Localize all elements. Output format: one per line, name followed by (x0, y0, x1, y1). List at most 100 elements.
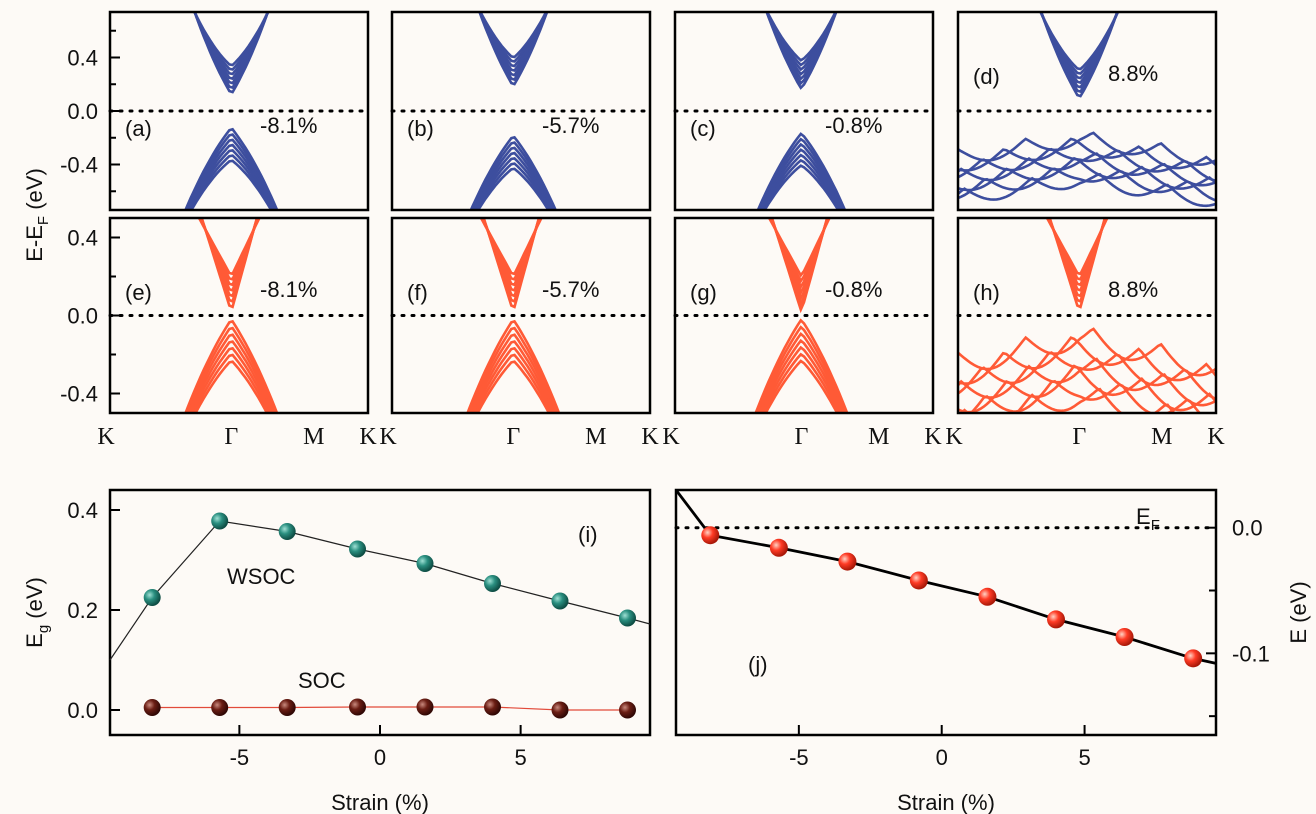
conduction-band (1039, 12, 1120, 71)
panel-strain-label: 8.8% (1108, 277, 1158, 302)
panel-strain-label: -5.7% (542, 113, 599, 138)
band-panel-g: (g) -0.8% K Γ M K (662, 216, 942, 450)
conduction-band (193, 12, 270, 94)
data-point (838, 552, 857, 571)
conduction-band (198, 218, 260, 287)
conduction-band (480, 218, 543, 281)
x-tick-label: 5 (1078, 745, 1090, 770)
x-tick-label: 5 (515, 745, 527, 770)
data-point (909, 571, 928, 590)
valence-band (194, 360, 269, 413)
conduction-band (479, 218, 543, 276)
series-line (674, 489, 1217, 665)
conduction-band (765, 12, 838, 81)
band-lines (469, 12, 557, 210)
valence-band (469, 135, 557, 210)
band-lines (466, 218, 561, 413)
conduction-band (1046, 218, 1109, 281)
band-panel-f: (f) -5.7% K Γ M K (379, 216, 659, 450)
valence-band (958, 152, 1216, 187)
y-tick-label: 0.2 (67, 598, 98, 623)
valence-band (758, 142, 845, 210)
y-tick-label: 0.0 (1232, 516, 1263, 541)
conduction-band (481, 218, 542, 292)
panel-tag: (d) (973, 64, 1000, 89)
data-point (1047, 610, 1065, 629)
conduction-band (1039, 12, 1119, 98)
valence-band (759, 148, 844, 210)
panel-tag: (g) (690, 280, 717, 305)
conduction-band (768, 218, 831, 284)
panel-strain-label: -0.8% (825, 113, 882, 138)
valence-band (760, 345, 843, 413)
valence-band (762, 352, 841, 413)
conduction-band (1048, 218, 1107, 304)
k-point-label: K (924, 424, 942, 450)
valence-band (761, 158, 842, 210)
valence-band (468, 333, 558, 413)
valence-band (186, 143, 276, 210)
plot-frame (108, 488, 652, 737)
chart-i-band-gap: 0.0 0.2 0.4 -5 0 5 Strain (%) Eg (eV) (i) WSOC SOC (22, 488, 652, 814)
conduction-band (770, 218, 829, 314)
valence-band (471, 146, 556, 210)
conduction-band (1039, 12, 1119, 94)
valence-band (467, 326, 560, 413)
conduction-band (198, 218, 261, 281)
conduction-band (765, 12, 838, 86)
conduction-band (478, 12, 548, 68)
valence-band (184, 127, 279, 210)
point-wsoc (143, 589, 161, 606)
x-tick-label: -5 (789, 745, 809, 770)
valence-band (958, 172, 1216, 208)
valence-band (470, 141, 557, 210)
y-tick-label: 0.0 (67, 99, 98, 124)
band-lines (754, 218, 849, 413)
panel-strain-label: 8.8% (1108, 61, 1158, 86)
valence-band (190, 346, 273, 413)
conduction-band (1046, 218, 1108, 287)
point-wsoc (484, 575, 501, 592)
point-soc (619, 701, 636, 719)
conduction-band (765, 12, 838, 76)
valence-band (958, 147, 1216, 183)
point-wsoc (211, 512, 229, 530)
k-point-label: K (359, 424, 377, 450)
conduction-band (478, 12, 549, 77)
y-tick-label: 0.4 (67, 498, 98, 523)
band-structure-panels: (a) -8.1% 0.4 0.0 -0.4 (b) -5.7% (c) -0.8% (d) 8.8… (60, 10, 1225, 450)
y-tick-label: 0.4 (67, 45, 98, 70)
valence-band (764, 359, 839, 413)
conduction-band (769, 218, 829, 302)
panel-tag: (c) (690, 116, 716, 141)
x-axis-title: Strain (%) (331, 790, 429, 814)
valence-band (756, 132, 847, 210)
data-point (701, 526, 720, 545)
valence-band (755, 325, 848, 413)
conduction-band (193, 12, 270, 71)
k-point-label: K (97, 424, 115, 450)
x-tick-label: 0 (374, 745, 386, 770)
k-point-label: M (1151, 424, 1172, 450)
conduction-band (767, 218, 831, 278)
series-line-wsoc (109, 520, 651, 661)
conduction-band (769, 218, 830, 296)
panel-tag: (h) (973, 280, 1000, 305)
valence-band (188, 340, 275, 413)
conduction-band (765, 12, 838, 90)
y-axis-title-main: E (22, 633, 47, 648)
data-point (1184, 649, 1203, 668)
conduction-band (193, 12, 270, 67)
point-wsoc (349, 540, 366, 558)
valence-band (184, 133, 278, 210)
k-point-label: Γ (506, 424, 520, 450)
point-soc (484, 698, 501, 716)
k-point-label: K (641, 424, 659, 450)
conduction-band (478, 12, 549, 82)
band-lines (958, 12, 1216, 208)
band-panel-c: (c) -0.8% (673, 10, 935, 212)
point-soc (416, 698, 434, 716)
y-axis-title-sub: g (35, 625, 52, 633)
k-point-label: Γ (1072, 424, 1086, 450)
panel-strain-label: -5.7% (542, 277, 599, 302)
